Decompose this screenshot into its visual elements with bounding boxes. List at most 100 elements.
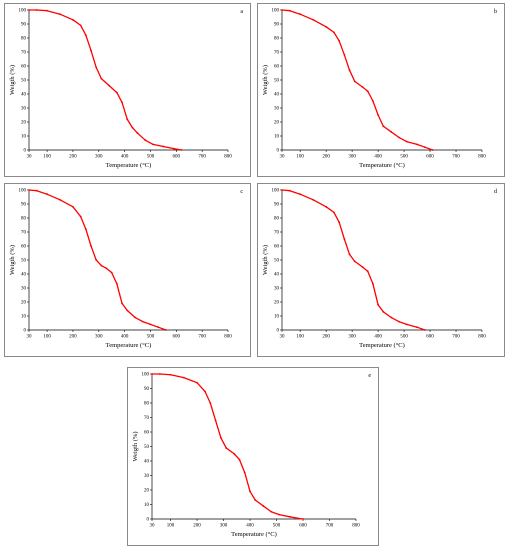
data-point [111,272,113,274]
y-tick-label: 30 [144,474,150,479]
data-point [233,453,235,455]
series-line [152,374,303,519]
data-point [333,212,335,214]
y-tick-label: 70 [144,416,150,421]
data-point [398,321,400,323]
x-tick-label: 200 [69,155,77,160]
y-tick-label: 80 [21,37,27,42]
y-tick-label: 70 [21,51,27,56]
x-tick-label: 500 [400,335,408,340]
y-tick-label: 100 [19,9,27,14]
data-point [398,137,400,139]
data-point [36,9,38,11]
data-point [278,514,280,516]
x-axis-title: Temperature (°C) [106,162,152,169]
x-tick-label: 500 [400,155,408,160]
data-point [281,189,283,191]
data-point [85,228,87,230]
x-tick-label: 200 [322,155,330,160]
x-tick-label: 100 [167,524,175,529]
data-point [416,144,418,146]
data-point [150,324,152,326]
data-point [424,146,426,148]
y-tick-label: 0 [277,329,280,334]
x-tick-label: 30 [280,335,286,340]
y-tick-label: 20 [21,121,27,126]
y-tick-label: 40 [274,273,280,278]
x-tick-label: 600 [173,335,181,340]
panel-label: b [494,9,497,15]
data-point [254,499,256,501]
data-point [289,10,291,12]
data-point [372,283,374,285]
y-tick-label: 90 [21,203,27,208]
y-tick-label: 20 [274,301,280,306]
x-tick-label: 100 [43,155,51,160]
chart-svg: 3010020030040050060070080001020304050607… [5,184,250,356]
series-line [29,190,166,330]
data-point [333,32,335,34]
x-tick-label: 300 [348,335,356,340]
data-point [382,125,384,127]
data-point [362,266,364,268]
data-point [59,199,61,201]
x-tick-label: 400 [121,155,129,160]
y-tick-label: 70 [21,231,27,236]
data-point [377,304,379,306]
y-tick-label: 40 [144,460,150,465]
x-tick-label: 30 [150,524,156,529]
x-tick-label: 300 [348,155,356,160]
y-axis-title: Weigth (%) [9,245,16,275]
x-tick-label: 700 [198,155,206,160]
data-point [134,317,136,319]
data-point [239,459,241,461]
data-point [142,321,144,323]
x-tick-label: 700 [452,155,460,160]
x-tick-label: 600 [299,524,307,529]
data-point [354,81,356,83]
y-tick-label: 50 [21,259,27,264]
data-point [325,26,327,28]
y-axis-title: Weigth (%) [262,245,269,275]
x-tick-label: 600 [426,155,434,160]
x-tick-label: 30 [27,155,33,160]
x-tick-label: 30 [27,335,33,340]
data-point [343,238,345,240]
data-point [165,329,167,331]
data-point [46,10,48,12]
chart-svg: 3010020030040050060070080001020304050607… [258,4,504,176]
chart-svg: 3010020030040050060070080001020304050607… [5,4,250,176]
x-tick-label: 700 [452,335,460,340]
data-point [209,402,211,404]
y-axis-title: Weigth (%) [9,65,16,95]
y-tick-label: 70 [274,231,280,236]
data-point [424,329,426,331]
data-point [106,268,108,270]
x-tick-label: 100 [43,335,51,340]
data-point [157,326,159,328]
data-point [249,491,251,493]
x-tick-label: 100 [296,335,304,340]
y-tick-label: 80 [144,402,150,407]
data-point [151,373,153,375]
tga-chart-b: 3010020030040050060070080001020304050607… [257,3,505,177]
data-point [90,50,92,52]
tga-chart-d: 3010020030040050060070080001020304050607… [257,183,505,357]
y-tick-label: 20 [144,489,150,494]
data-point [100,78,102,80]
data-point [144,139,146,141]
data-point [220,437,222,439]
y-tick-label: 60 [21,245,27,250]
y-tick-label: 10 [21,315,27,320]
x-tick-label: 800 [478,335,486,340]
x-axis-title: Temperature (°C) [106,342,152,349]
data-point [46,193,48,195]
data-point [281,9,283,11]
y-tick-label: 90 [21,23,27,28]
x-tick-label: 800 [224,335,232,340]
y-tick-label: 30 [274,107,280,112]
y-tick-label: 80 [21,217,27,222]
y-axis-title: Weigth (%) [262,65,269,95]
y-tick-label: 70 [274,51,280,56]
data-point [338,221,340,223]
